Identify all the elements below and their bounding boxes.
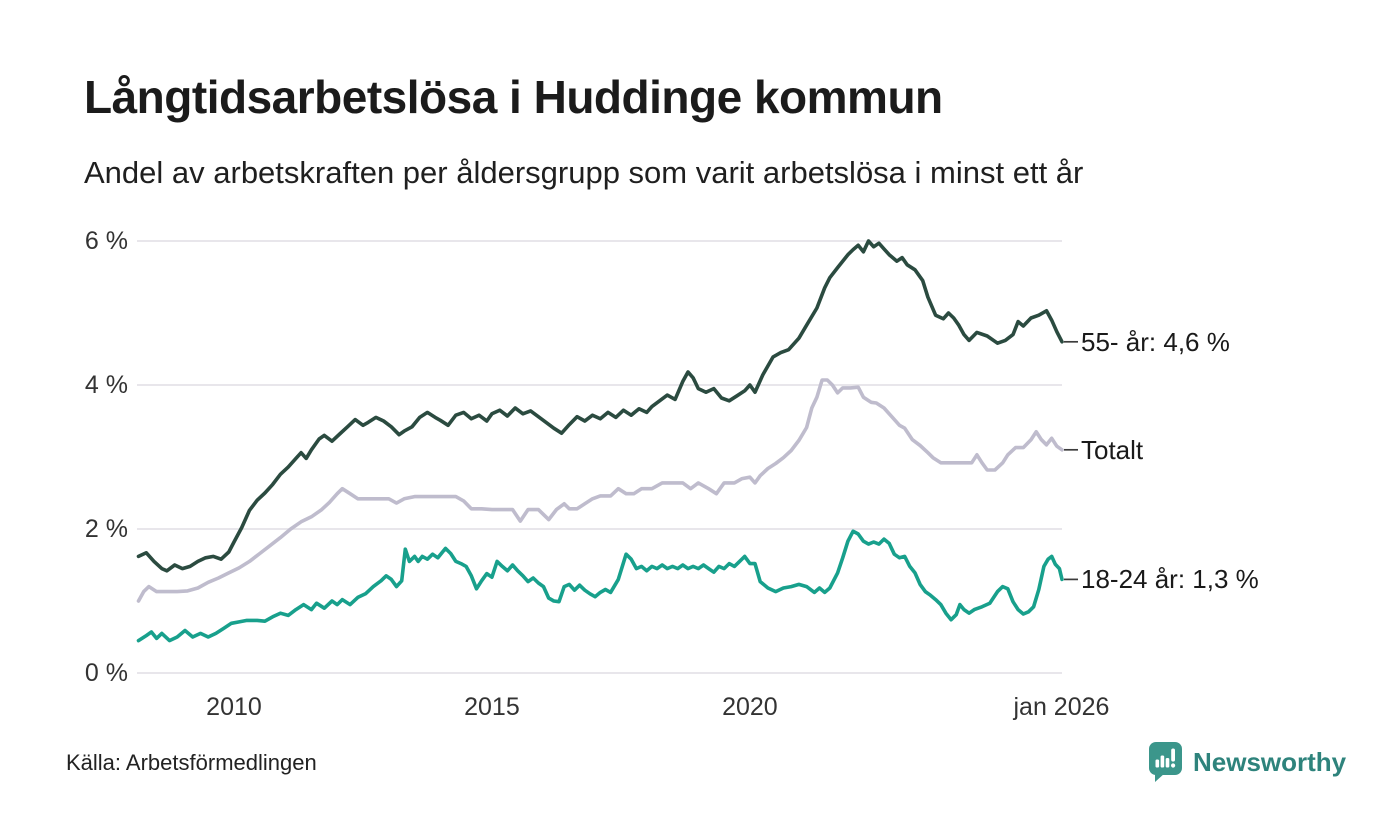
x-axis-tick-2010: 2010	[206, 693, 262, 721]
y-axis-tick-2: 2 %	[84, 515, 128, 543]
series-end-label-55: 55- år: 4,6 %	[1081, 326, 1230, 357]
series-line-2	[136, 529, 1064, 643]
x-axis-tick-2020: 2020	[722, 693, 778, 721]
y-axis-tick-0: 0 %	[84, 659, 128, 687]
series-line-1	[136, 378, 1064, 603]
series-line-0	[136, 239, 1064, 573]
series-end-label-18-24: 18-24 år: 1,3 %	[1081, 564, 1259, 595]
newsworthy-logo-icon	[1149, 742, 1182, 782]
x-axis-tick-2015: 2015	[464, 693, 520, 721]
x-axis-tick-jan-2026: jan 2026	[1013, 693, 1110, 721]
y-axis-tick-4: 4 %	[84, 371, 128, 399]
source-attribution: Källa: Arbetsförmedlingen	[66, 750, 317, 775]
newsworthy-brand: Newsworthy	[1148, 741, 1346, 783]
y-axis-tick-6: 6 %	[84, 227, 128, 255]
series-end-label-totalt: Totalt	[1081, 434, 1144, 465]
newsworthy-brand-text: Newsworthy	[1193, 747, 1347, 777]
page-subtitle: Andel av arbetskraften per åldersgrupp s…	[84, 155, 1084, 190]
page-title: Långtidsarbetslösa i Huddinge kommun	[84, 71, 943, 123]
